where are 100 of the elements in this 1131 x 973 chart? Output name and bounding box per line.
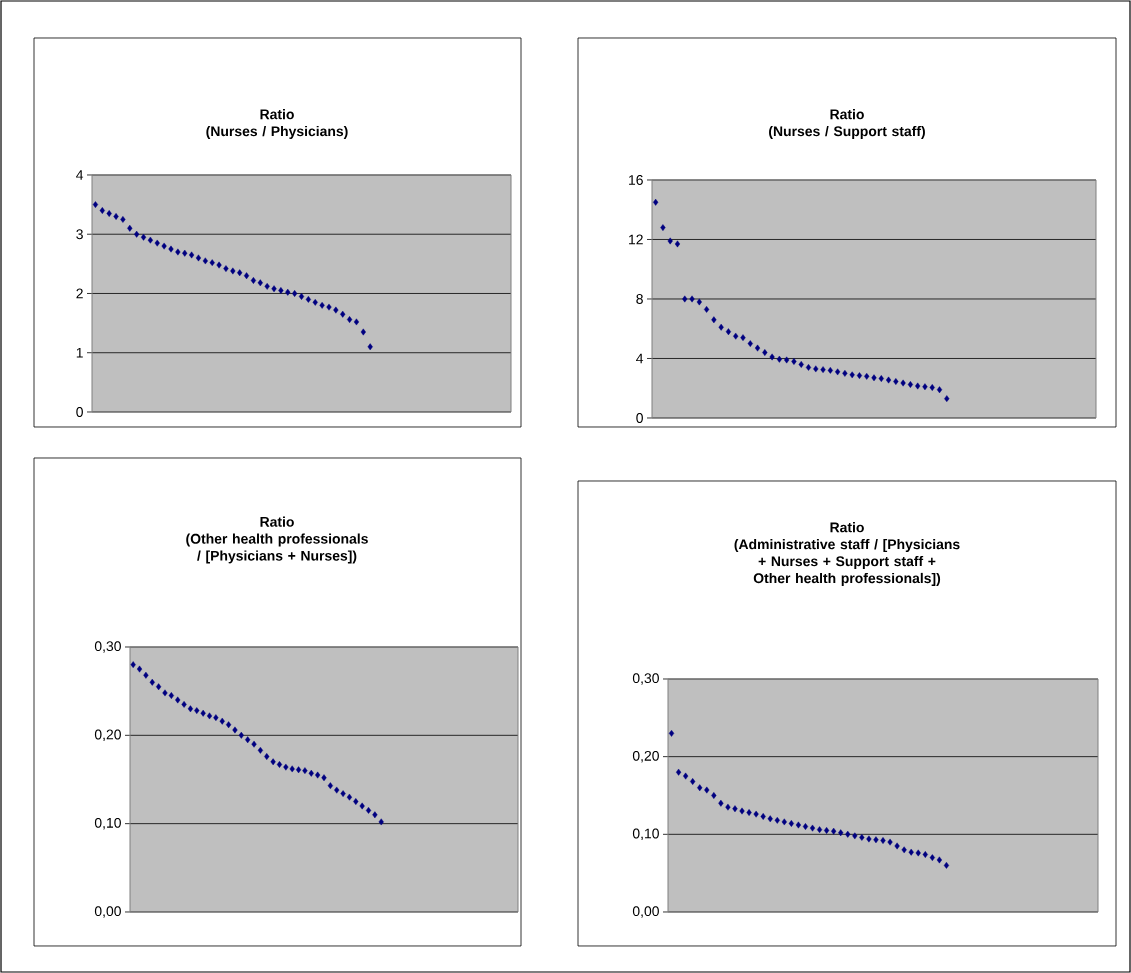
point	[271, 285, 277, 293]
point	[360, 328, 366, 336]
point	[321, 774, 327, 782]
point	[340, 310, 346, 318]
point	[99, 207, 105, 214]
y-tick-label: 0,10	[94, 817, 121, 830]
point	[922, 851, 928, 858]
point	[880, 837, 886, 844]
point	[340, 790, 346, 798]
point	[127, 224, 133, 232]
point	[929, 854, 935, 862]
point	[788, 820, 794, 827]
point	[696, 298, 702, 306]
point	[92, 201, 99, 209]
point	[871, 374, 877, 382]
point	[181, 701, 187, 708]
point	[711, 792, 717, 799]
point	[136, 665, 143, 673]
point	[223, 265, 229, 272]
point	[809, 824, 816, 832]
point	[805, 364, 812, 371]
point	[813, 365, 819, 373]
point	[885, 376, 892, 384]
point	[820, 366, 826, 374]
point	[802, 823, 809, 830]
point	[835, 368, 841, 376]
point	[753, 810, 759, 818]
y-tick-label: 0,00	[632, 906, 659, 918]
point	[308, 769, 314, 777]
point	[831, 827, 837, 835]
point	[711, 316, 717, 324]
point	[237, 269, 243, 277]
point	[319, 301, 325, 309]
point	[161, 242, 167, 250]
point	[367, 343, 373, 351]
point	[732, 805, 738, 813]
point	[245, 736, 251, 744]
point	[195, 254, 202, 262]
point	[200, 709, 206, 717]
point	[149, 678, 155, 686]
point	[718, 323, 724, 331]
point	[929, 384, 935, 391]
y-tick-label: 12	[629, 234, 643, 245]
point	[827, 366, 833, 374]
point	[302, 767, 308, 775]
point	[856, 372, 863, 379]
point	[746, 809, 752, 816]
point	[907, 381, 913, 388]
point	[791, 358, 797, 365]
point	[697, 784, 703, 792]
point	[295, 766, 302, 774]
y-tick-label: 4	[76, 170, 84, 180]
point	[781, 818, 787, 826]
point	[915, 849, 921, 857]
point	[334, 786, 340, 794]
y-tick-label: 0,00	[94, 906, 121, 918]
point	[270, 758, 276, 766]
y-tick-label: 0,20	[94, 729, 121, 742]
y-tick-label: 0	[76, 407, 83, 417]
point	[675, 768, 682, 776]
point	[365, 807, 372, 814]
point	[168, 692, 174, 699]
point	[725, 803, 731, 811]
y-tick-label: 0	[636, 413, 643, 423]
point	[213, 714, 219, 722]
point	[346, 316, 353, 323]
point	[189, 251, 195, 259]
point	[682, 295, 688, 303]
point	[219, 717, 225, 725]
point	[226, 721, 232, 729]
point	[264, 282, 270, 290]
y-tick-label: 3	[76, 229, 83, 240]
chart-title: Ratio	[260, 109, 294, 120]
chart-subtitle: (Administrative staff / [Physicians + Nurses + Support staff + Other health professionals])	[734, 539, 960, 586]
point	[251, 740, 257, 748]
point	[257, 746, 263, 754]
point	[936, 856, 942, 864]
point	[326, 303, 332, 311]
point	[289, 765, 295, 773]
point	[866, 835, 872, 843]
point	[312, 298, 318, 306]
point	[864, 372, 870, 380]
y-tick-label: 1	[76, 347, 83, 358]
point	[264, 753, 270, 760]
chart-title: Ratio	[830, 522, 864, 533]
point	[359, 802, 365, 810]
point	[168, 245, 174, 253]
point	[346, 793, 353, 801]
point	[182, 249, 188, 257]
point	[733, 332, 739, 340]
point	[936, 386, 943, 394]
point	[298, 293, 305, 300]
point	[816, 826, 823, 834]
chart-title: Ratio	[260, 516, 294, 527]
y-tick-label: 2	[76, 288, 83, 299]
point	[668, 729, 675, 737]
point	[915, 382, 921, 390]
point	[704, 305, 710, 313]
point	[353, 318, 360, 326]
y-tick-label: 0,30	[94, 641, 121, 653]
